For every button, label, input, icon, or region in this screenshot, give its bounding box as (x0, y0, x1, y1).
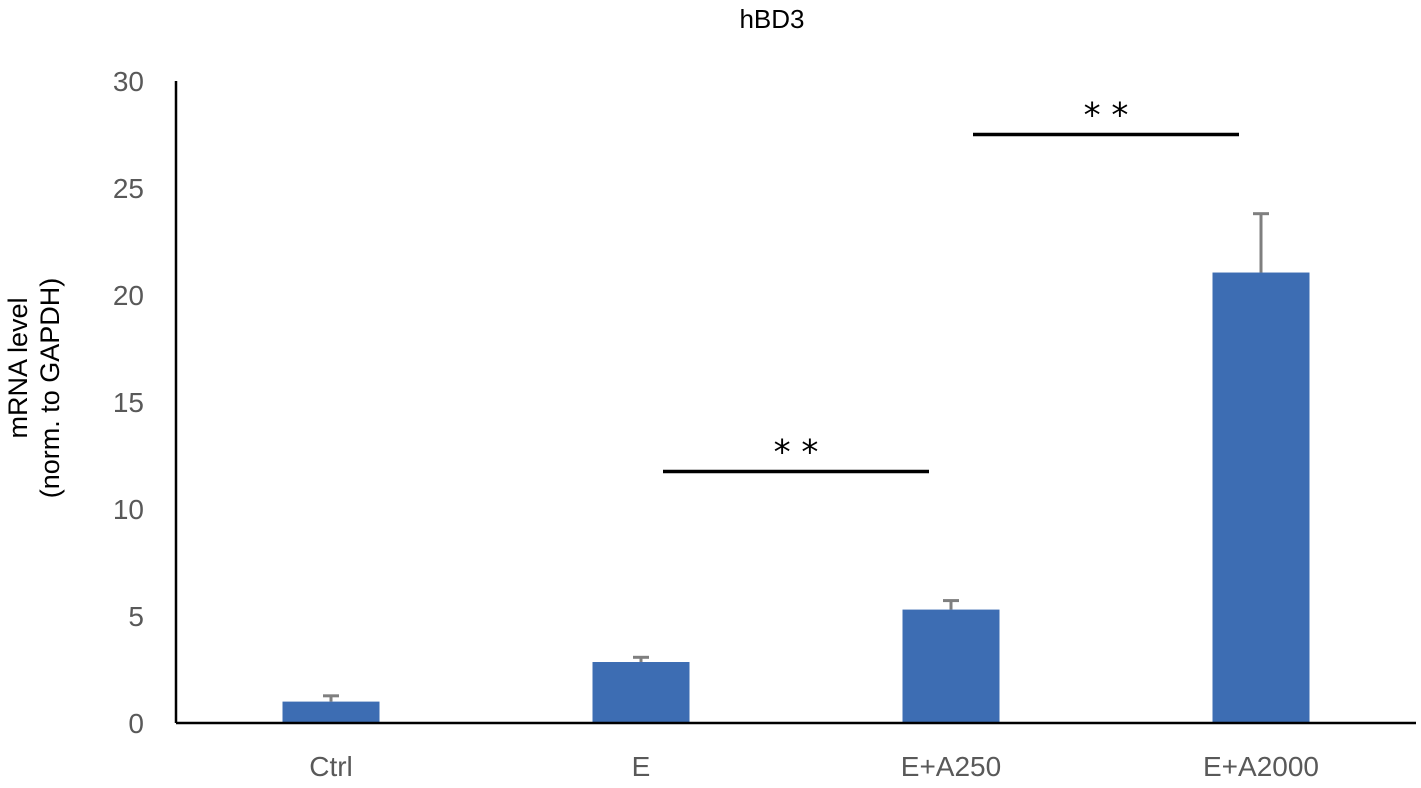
y-tick-label: 30 (113, 66, 144, 97)
y-tick-label: 5 (128, 601, 144, 632)
x-tick-label: Ctrl (309, 751, 353, 782)
y-axis-ticks: 0 5 10 15 20 25 30 (113, 66, 144, 739)
bar (1212, 272, 1310, 723)
x-axis-ticks: Ctrl E E+A250 E+A2000 (309, 751, 1319, 782)
x-tick-label: E+A2000 (1203, 751, 1319, 782)
x-tick-label: E+A250 (901, 751, 1001, 782)
x-tick-label: E (632, 751, 651, 782)
bar (592, 662, 690, 723)
bar (902, 609, 1000, 723)
y-tick-label: 15 (113, 387, 144, 418)
y-axis-label-line2: (norm. to GAPDH) (35, 278, 65, 499)
y-tick-label: 0 (128, 708, 144, 739)
y-tick-label: 10 (113, 494, 144, 525)
y-tick-label: 25 (113, 173, 144, 204)
y-tick-label: 20 (113, 280, 144, 311)
error-bars-group (323, 212, 1269, 702)
y-axis-label-line1: mRNA level (3, 297, 33, 438)
significance-label: * * (1084, 96, 1129, 136)
significance-group: * * * * (663, 96, 1239, 474)
chart-title: hBD3 (739, 4, 804, 34)
bars-group (282, 272, 1310, 723)
significance-label: * * (774, 433, 819, 473)
bar (282, 701, 380, 723)
